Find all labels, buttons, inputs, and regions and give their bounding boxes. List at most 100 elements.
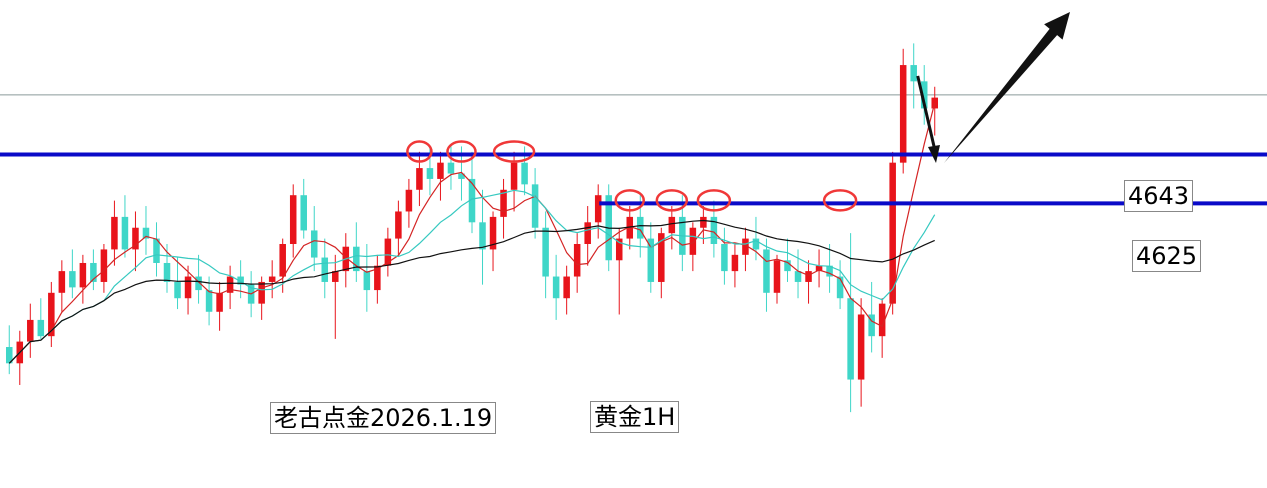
- candle-body: [731, 254, 739, 272]
- candle-body: [784, 260, 791, 272]
- candle: [920, 65, 928, 125]
- candle: [363, 244, 371, 312]
- candle-body: [48, 292, 55, 337]
- candle: [184, 265, 192, 315]
- pullback-arrow-head: [928, 145, 940, 163]
- candle-body: [773, 260, 781, 293]
- candle: [205, 276, 213, 326]
- candle: [815, 249, 823, 288]
- candle: [69, 249, 76, 299]
- candle: [48, 281, 55, 348]
- candle-body: [195, 276, 202, 291]
- candle: [742, 227, 749, 272]
- candle: [216, 281, 223, 331]
- candle-body: [363, 271, 371, 291]
- candle-body: [468, 178, 476, 223]
- candle: [868, 281, 875, 353]
- candle: [121, 195, 129, 258]
- candles-layer: [5, 43, 939, 413]
- candle-body: [332, 271, 339, 282]
- candle: [300, 178, 307, 239]
- candle-body: [878, 303, 886, 337]
- candle-body: [510, 162, 518, 190]
- candle-body: [100, 249, 108, 282]
- candle-body: [552, 276, 560, 299]
- candle: [395, 200, 402, 255]
- candle-body: [79, 262, 87, 288]
- candle-body: [573, 244, 581, 277]
- candle: [468, 151, 476, 234]
- candle: [910, 43, 917, 109]
- candle-body: [184, 276, 192, 299]
- candle: [27, 303, 34, 358]
- candle-body: [531, 184, 539, 228]
- candle-body: [121, 216, 129, 250]
- candle-body: [868, 314, 875, 337]
- candle: [784, 238, 791, 282]
- candle-body: [353, 246, 360, 272]
- test-marker-circle: [614, 189, 646, 212]
- candle-body: [815, 265, 823, 272]
- test-marker-circle: [655, 189, 689, 212]
- candle-body: [594, 195, 602, 223]
- candle: [531, 168, 539, 239]
- candle-body: [836, 276, 844, 299]
- candle-body: [226, 276, 234, 293]
- candle: [258, 276, 265, 320]
- candle-body: [458, 173, 465, 179]
- candle-body: [216, 292, 223, 312]
- candle: [353, 222, 360, 282]
- candle-body: [37, 319, 45, 337]
- candle-body: [205, 290, 213, 312]
- candle-body: [500, 189, 507, 217]
- candle: [689, 222, 697, 272]
- candle-body: [426, 168, 434, 179]
- candle: [836, 260, 844, 310]
- candle-body: [542, 227, 549, 277]
- candle-body: [710, 216, 718, 244]
- candle-body: [153, 238, 160, 263]
- test-marker-circle: [492, 140, 536, 163]
- candle-body: [90, 262, 97, 282]
- candle-body: [405, 189, 413, 212]
- candle-body: [395, 211, 402, 239]
- candle-body: [615, 238, 623, 261]
- candle: [889, 151, 896, 315]
- candle-body: [69, 271, 76, 288]
- candle-body: [910, 65, 917, 82]
- candle: [763, 238, 770, 312]
- candle-body: [479, 222, 486, 250]
- test-marker-circle: [406, 140, 433, 163]
- candle: [416, 151, 423, 207]
- candle: [132, 211, 139, 272]
- candle-body: [489, 216, 497, 250]
- candle-body: [111, 216, 118, 250]
- candle: [857, 298, 865, 407]
- candle-body: [163, 262, 171, 282]
- moving-averages-layer: [8, 102, 936, 364]
- candle: [847, 233, 854, 413]
- candle-body: [27, 319, 34, 342]
- candle-body: [300, 195, 307, 231]
- ma-fast-line: [8, 102, 936, 364]
- candle-body: [521, 162, 528, 185]
- candle: [384, 227, 392, 277]
- pullback-arrow-shaft: [916, 75, 938, 156]
- level-label-4625: 4625: [1132, 240, 1202, 272]
- candle-body: [920, 81, 928, 109]
- candle: [626, 206, 634, 250]
- candle: [268, 260, 276, 299]
- candle-body: [447, 162, 455, 174]
- candle-body: [626, 216, 634, 239]
- candle-body: [637, 216, 644, 239]
- candle: [16, 330, 24, 385]
- candle: [153, 222, 160, 277]
- upside-arrow-head: [1044, 12, 1070, 40]
- candle: [826, 244, 833, 293]
- candle: [142, 206, 150, 255]
- candle: [805, 260, 812, 304]
- candle: [5, 325, 13, 375]
- candle: [226, 265, 234, 310]
- candle-body: [805, 271, 812, 282]
